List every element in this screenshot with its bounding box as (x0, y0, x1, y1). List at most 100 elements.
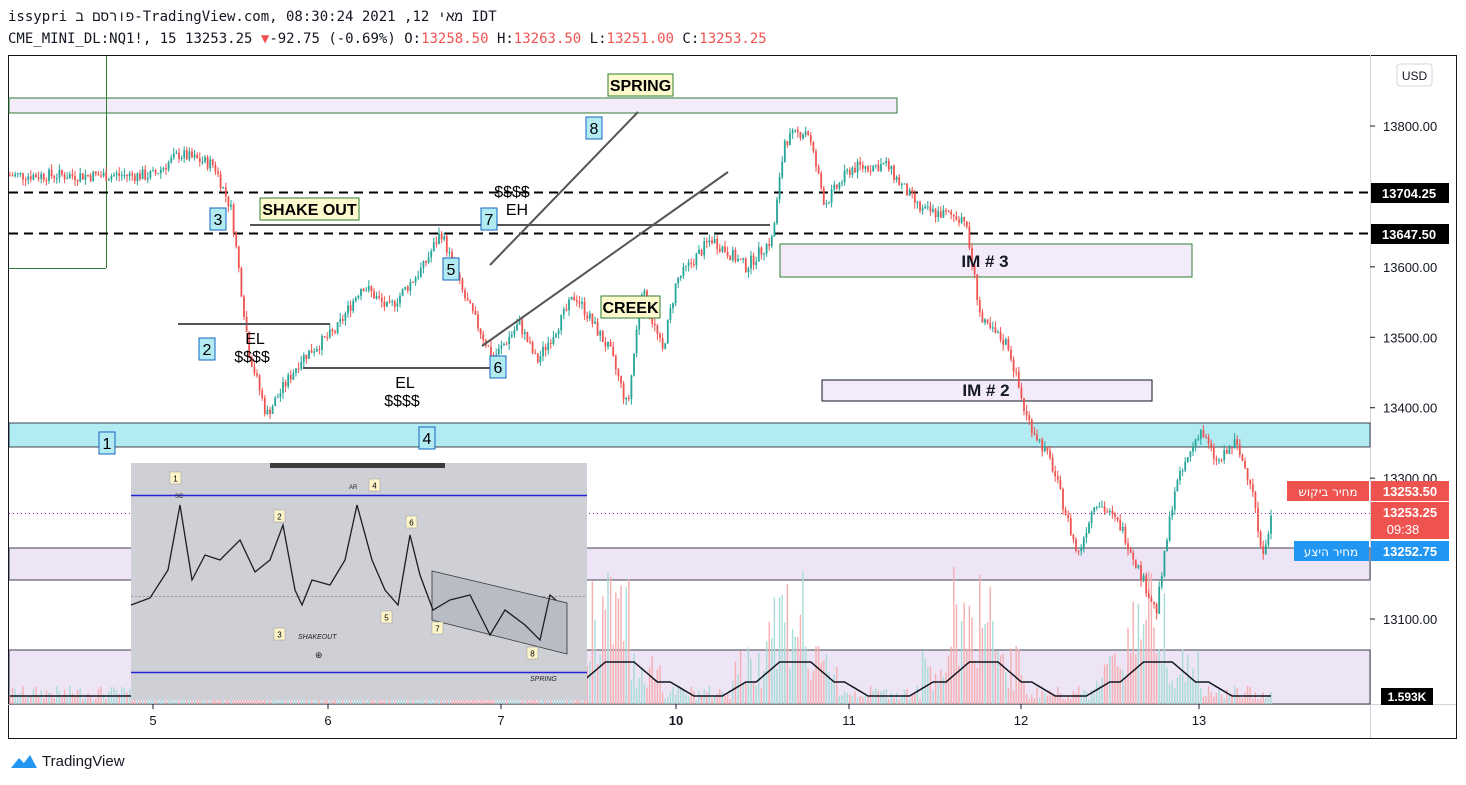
creek-line[interactable] (481, 171, 729, 347)
candle-body (404, 286, 407, 290)
candle-body (926, 206, 929, 208)
candle-body (1176, 480, 1179, 492)
candle-body (141, 169, 144, 180)
volume-bar (778, 596, 781, 704)
candle-body (349, 305, 352, 311)
candle-body (885, 160, 888, 164)
tradingview-logo[interactable]: TradingView (10, 752, 125, 770)
candle-body (378, 296, 381, 298)
volume-bar (604, 609, 607, 704)
last-price-tag[interactable]: 13253.25 09:38 (1371, 502, 1449, 539)
volume-bar (360, 697, 362, 704)
level-tag-upper[interactable]: 13704.25 (1371, 183, 1449, 203)
candle-body (737, 258, 739, 262)
candle-body (292, 373, 295, 380)
candle-body (1236, 439, 1239, 445)
volume-bar (544, 699, 547, 704)
candle-body (542, 346, 544, 357)
candle-body (19, 173, 22, 175)
volume-bar (490, 697, 492, 704)
candle-body (700, 249, 703, 256)
im3-zone[interactable] (779, 243, 1193, 278)
candle-body (557, 330, 560, 335)
candle-body (284, 382, 287, 387)
candle-body (388, 301, 391, 303)
level-tag-lower[interactable]: 13647.50 (1371, 224, 1449, 244)
candle-body (107, 179, 110, 181)
ask-price-tag[interactable]: מחיר ביקוש 13253.50 (1287, 481, 1449, 501)
volume-bar (633, 653, 635, 704)
candle-body (1249, 479, 1252, 485)
dollars-text-3: $$$$ (494, 184, 530, 201)
candle-body (503, 343, 505, 346)
candle-body (669, 308, 672, 321)
candle-body (1030, 419, 1033, 433)
candle-body (752, 255, 755, 266)
time-tick-label: 11 (842, 713, 856, 728)
candle-body (235, 233, 238, 247)
candle-body (76, 180, 79, 182)
volume-bar (924, 657, 926, 704)
candle-body (882, 163, 885, 165)
im2-zone[interactable] (821, 379, 1153, 402)
candle-body (128, 173, 131, 177)
wyckoff-inset-image[interactable]: 1 2 3 4 5 6 7 8 SHAKEOUT SPRING AR SC ⊕ (130, 463, 587, 700)
volume-bar (1205, 695, 1207, 704)
candle-body (183, 150, 186, 158)
volume-tag[interactable]: 1.593K (1381, 688, 1433, 705)
candle-body (544, 346, 547, 351)
volume-bar (599, 654, 601, 704)
volume-bar (1265, 698, 1267, 704)
channel-upper-line[interactable] (489, 111, 639, 266)
candle-body (68, 174, 71, 179)
volume-bar (40, 690, 42, 704)
time-axis[interactable]: 5 6 7 10 11 12 13 (149, 704, 1206, 728)
volume-bar (56, 686, 58, 704)
volume-bar (1007, 687, 1010, 704)
candle-body (1189, 451, 1192, 458)
candle-body (1142, 575, 1145, 581)
support-zone[interactable] (8, 422, 1371, 448)
volume-bar (82, 699, 84, 704)
volume-bar (641, 666, 643, 704)
candle-body (812, 141, 815, 152)
wave-tag-box (98, 431, 116, 455)
candle-body (105, 172, 108, 181)
volume-bar (664, 699, 666, 704)
candle-body (440, 233, 443, 240)
volume-bar (1010, 648, 1012, 704)
volume-bar (69, 685, 71, 704)
volume-bar (794, 636, 796, 704)
shake-out-label[interactable]: SHAKE OUT (259, 197, 360, 221)
top-supply-zone[interactable] (8, 97, 898, 114)
candle-body (393, 301, 396, 307)
volume-bar (1031, 694, 1033, 704)
candle-body (1124, 526, 1127, 544)
candle-body (1267, 533, 1270, 545)
volume-bar (167, 696, 170, 704)
volume-bar (856, 697, 859, 704)
volume-bar (890, 692, 893, 704)
candle-body (1215, 458, 1218, 461)
candle-body (672, 303, 674, 309)
bid-price-tag[interactable]: מחיר היצע 13252.75 (1294, 541, 1449, 561)
creek-label[interactable]: CREEK (600, 295, 661, 319)
candle-body (443, 236, 446, 240)
usd-button[interactable]: USD (1396, 63, 1433, 87)
candle-body (1067, 514, 1070, 519)
volume-bar (846, 692, 848, 704)
volume-bar (1187, 654, 1189, 704)
candle-body (698, 249, 700, 254)
candle-body (487, 345, 490, 347)
candle-body (874, 164, 877, 166)
spring-label[interactable]: SPRING (607, 73, 674, 97)
symbol[interactable]: CME_MINI_DL:NQ1!, 15 (8, 31, 177, 47)
candle-body (266, 409, 269, 414)
candle-body (518, 319, 521, 325)
candle-body (859, 161, 862, 165)
candle-body (347, 305, 349, 314)
volume-bar (1262, 692, 1264, 704)
price-axis[interactable]: 13800.0013600.0013500.0013400.0013300.00… (1370, 119, 1437, 627)
volume-bar (1132, 601, 1134, 704)
